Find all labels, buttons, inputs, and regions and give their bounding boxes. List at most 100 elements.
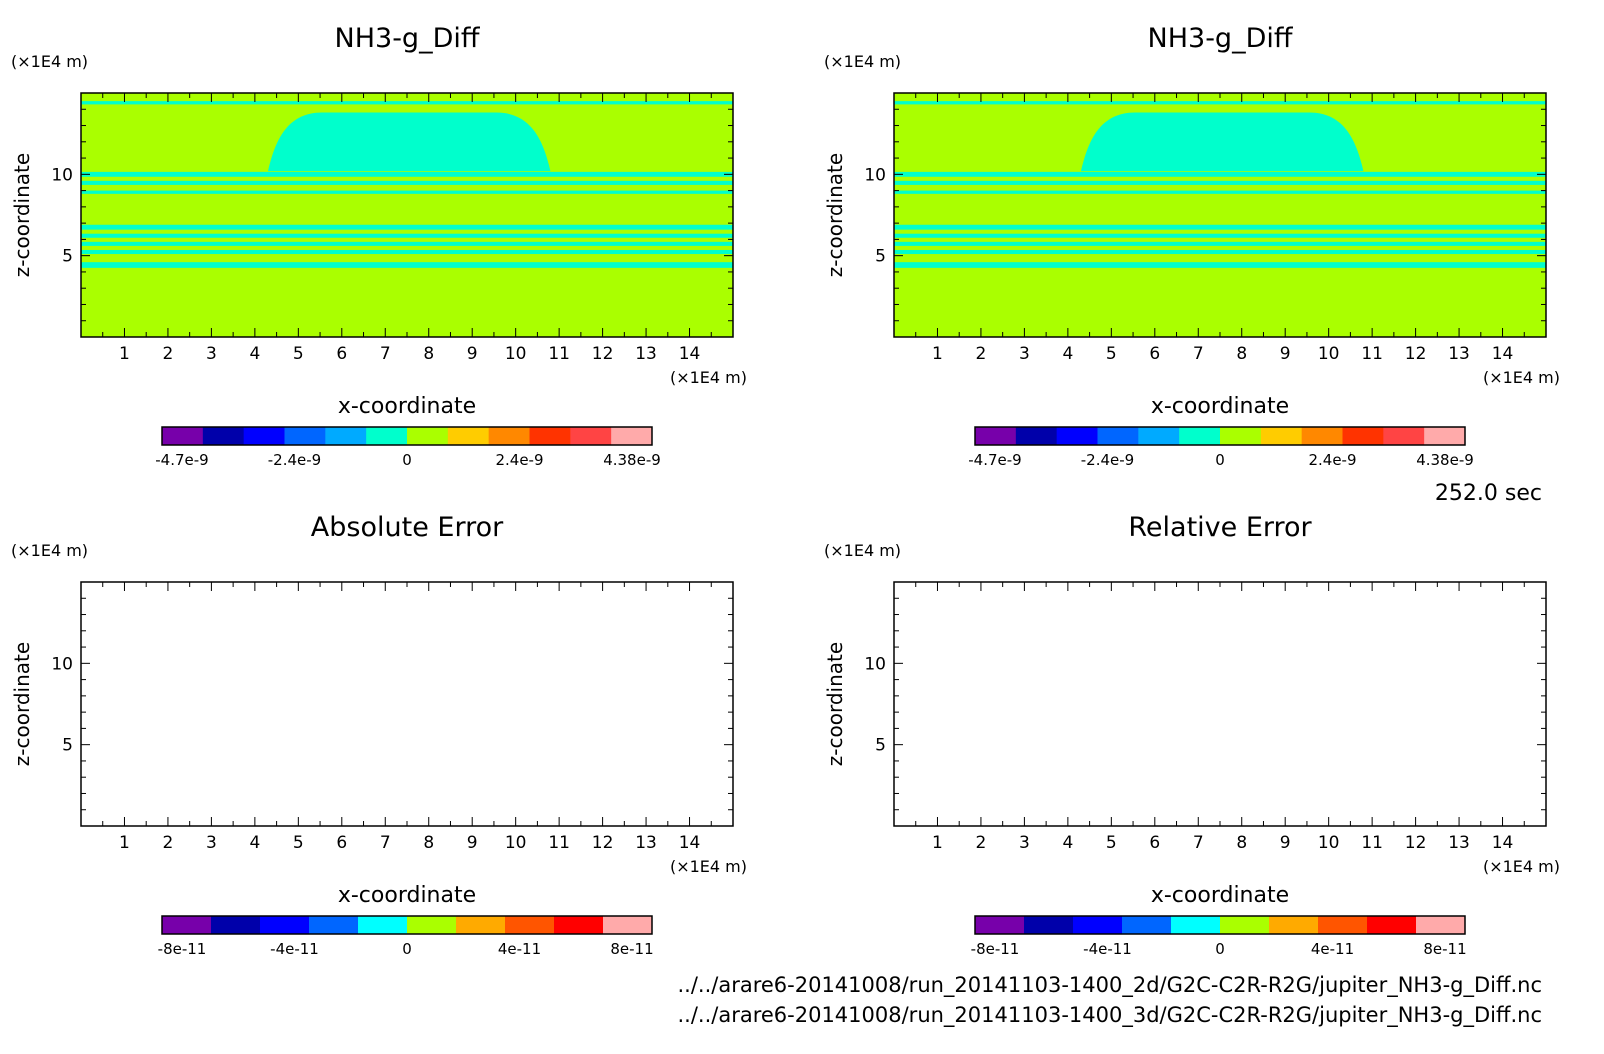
x-tick-label: 5 [1106,833,1117,853]
colorbar-label: 0 [1215,940,1225,958]
colorbar-swatch [1342,427,1384,445]
contour-band [81,180,733,185]
contour-band [81,241,733,246]
colorbar-swatch [505,916,555,934]
y-tick-label: 10 [864,654,886,674]
colorbar-swatch [529,427,571,445]
x-tick-label: 4 [249,344,260,364]
contour-band [894,180,1546,185]
contour-band [81,233,733,238]
x-tick-label: 5 [1106,344,1117,364]
contour-band [81,249,733,255]
colorbar-swatch [1024,916,1074,934]
colorbar-swatch [611,427,653,445]
colorbar-swatch [1097,427,1139,445]
colorbar-swatch [1416,916,1466,934]
colorbar-label: -4.7e-9 [155,451,208,469]
x-tick-label: 11 [1361,833,1383,853]
x-tick-label: 4 [1062,833,1073,853]
colorbar-swatch [1301,427,1343,445]
x-tick-label: 11 [548,344,570,364]
y-axis-label: z-coordinate [823,642,847,766]
x-tick-label: 14 [679,833,701,853]
x-tick-label: 11 [548,833,570,853]
colorbar-swatch [554,916,604,934]
colorbar-swatch [1138,427,1180,445]
contour-band [894,171,1546,177]
x-tick-label: 7 [380,833,391,853]
x-tick-label: 3 [206,344,217,364]
y-unit-label: (×1E4 m) [824,541,901,560]
x-unit-label: (×1E4 m) [1483,857,1560,876]
x-unit-label: (×1E4 m) [1483,368,1560,387]
colorbar-label: -4.7e-9 [968,451,1021,469]
y-unit-label: (×1E4 m) [11,541,88,560]
contour-band [894,224,1546,230]
x-tick-label: 3 [206,833,217,853]
colorbar-label: 8e-11 [1423,940,1466,958]
y-tick-label: 10 [51,654,73,674]
colorbar-swatch [1269,916,1319,934]
contour-band [894,233,1546,238]
x-tick-label: 8 [423,833,434,853]
colorbar-label: -2.4e-9 [1081,451,1134,469]
x-tick-label: 13 [635,344,657,364]
colorbar-label: -4e-11 [270,940,319,958]
x-tick-label: 13 [635,833,657,853]
y-unit-label: (×1E4 m) [11,52,88,71]
x-axis-label: x-coordinate [338,883,476,908]
x-tick-label: 1 [932,833,943,853]
x-tick-label: 14 [1492,833,1514,853]
x-tick-label: 12 [592,833,614,853]
x-tick-label: 5 [293,833,304,853]
chart-title: NH3-g_Diff [1148,23,1294,54]
colorbar-swatch [202,427,245,445]
x-tick-label: 9 [1280,344,1291,364]
y-unit-label: (×1E4 m) [824,52,901,71]
x-tick-label: 2 [976,833,987,853]
colorbar-label: 2.4e-9 [1308,451,1356,469]
colorbar-swatch [1122,916,1172,934]
x-axis-label: x-coordinate [338,394,476,419]
contour-band [894,262,1546,268]
x-tick-label: 8 [423,344,434,364]
x-tick-label: 2 [163,833,174,853]
y-tick-label: 5 [62,736,73,756]
plot-area [81,582,733,826]
contour-dome [267,112,551,172]
colorbar-swatch [456,916,506,934]
colorbar-swatch [570,427,612,445]
colorbar-frame [161,915,653,935]
colorbar-label: 4e-11 [1311,940,1354,958]
x-tick-label: 12 [592,344,614,364]
chart-title: NH3-g_Diff [335,23,481,54]
x-tick-label: 7 [380,344,391,364]
colorbar-label: -2.4e-9 [268,451,321,469]
colorbar-label: 0 [402,451,412,469]
colorbar-label: -8e-11 [158,940,207,958]
x-tick-label: 2 [976,344,987,364]
x-tick-label: 11 [1361,344,1383,364]
contour-band [81,171,733,177]
y-tick-label: 10 [51,165,73,185]
colorbar-label: 0 [402,940,412,958]
contour-band [894,101,1546,105]
x-tick-label: 8 [1236,344,1247,364]
chart-panel-1: NH3-g_Diff(×1E4 m)1 2 3 4 5 6 7 8 9 10 11 12 13 14510… [10,23,747,469]
colorbar-swatch [358,916,408,934]
x-tick-label: 4 [1062,344,1073,364]
x-tick-label: 13 [1448,833,1470,853]
x-tick-label: 5 [293,344,304,364]
colorbar-swatch [975,427,1017,445]
colorbar-swatch [975,916,1025,934]
colorbar-swatch [407,427,449,445]
colorbar-swatch [243,427,285,445]
x-tick-label: 1 [119,833,130,853]
colorbar-swatch [1220,427,1262,445]
x-unit-label: (×1E4 m) [670,368,747,387]
x-tick-label: 10 [1318,833,1340,853]
y-axis-label: z-coordinate [823,153,847,277]
x-tick-label: 7 [1193,833,1204,853]
colorbar-swatch [366,427,408,445]
